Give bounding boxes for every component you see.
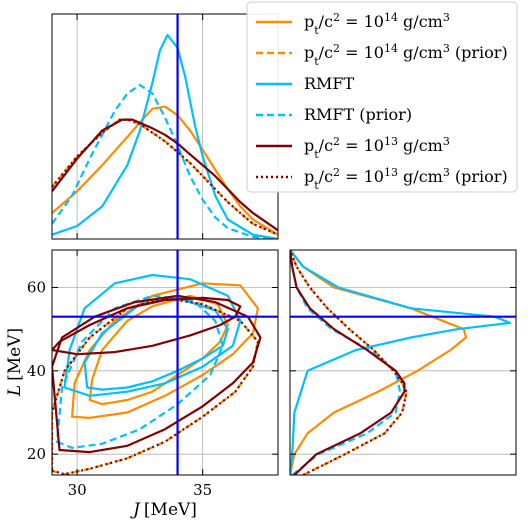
top-curve-cyan-solid (52, 33, 278, 239)
joint-contours (52, 273, 262, 475)
y-axis-label: L[MeV] (5, 328, 25, 397)
top-curve-orange-dashed (52, 118, 278, 236)
joint-ticks: 30 35 20 40 60 (27, 250, 278, 499)
top-marginal-curves (52, 33, 278, 239)
legend: pt/c2 = 1014 g/cm3 pt/c2 = 1014 g/cm3 (pr… (246, 1, 518, 193)
contour-cyan-outer (63, 273, 242, 397)
joint-grid (52, 250, 278, 475)
right-curve-maroon-dotted (290, 250, 408, 475)
contour-maroon-outer (52, 294, 262, 454)
contour-maroon-inner (52, 296, 242, 356)
x-tick-label: 35 (193, 481, 212, 499)
x-tick-label: 30 (68, 481, 87, 499)
contour-maroon-prior (52, 296, 259, 475)
legend-label: pt/c2 = 1013 g/cm3 (prior) (304, 166, 508, 192)
legend-label: RMFT (304, 74, 355, 93)
joint-panel: 30 35 20 40 60 (27, 249, 279, 499)
legend-box (246, 1, 518, 193)
right-grid (290, 287, 516, 455)
right-ticks (290, 287, 516, 455)
top-curve-cyan-dashed (52, 83, 278, 239)
contour-orange-inner (88, 294, 229, 406)
top-marginal-panel (51, 13, 279, 240)
top-curve-maroon-solid (52, 118, 278, 232)
y-tick-label: 40 (27, 362, 46, 380)
legend-label: RMFT (prior) (304, 105, 412, 124)
joint-panel-frame (51, 249, 279, 476)
legend-label: pt/c2 = 1013 g/cm3 (304, 135, 450, 161)
contour-cyan-inner (83, 296, 229, 391)
right-curve-maroon-solid (290, 250, 406, 475)
contour-cyan-prior (55, 294, 224, 449)
y-tick-label: 60 (27, 279, 46, 297)
legend-items: pt/c2 = 1014 g/cm3 pt/c2 = 1014 g/cm3 (pr… (256, 11, 508, 192)
right-marginal-panel (289, 249, 517, 476)
x-axis-label: J [MeV] (130, 500, 197, 520)
contour-orange-prior (52, 296, 259, 475)
y-tick-label: 20 (27, 445, 46, 463)
legend-label: pt/c2 = 1014 g/cm3 (304, 11, 450, 37)
top-curve-maroon-dotted (52, 118, 278, 236)
right-marginal-curves (290, 250, 512, 475)
right-panel-frame (289, 249, 517, 476)
right-curve-cyan-solid (290, 250, 512, 475)
legend-label: pt/c2 = 1014 g/cm3 (prior) (304, 42, 508, 68)
top-ticks (76, 14, 204, 239)
right-curve-orange-solid (290, 250, 468, 475)
